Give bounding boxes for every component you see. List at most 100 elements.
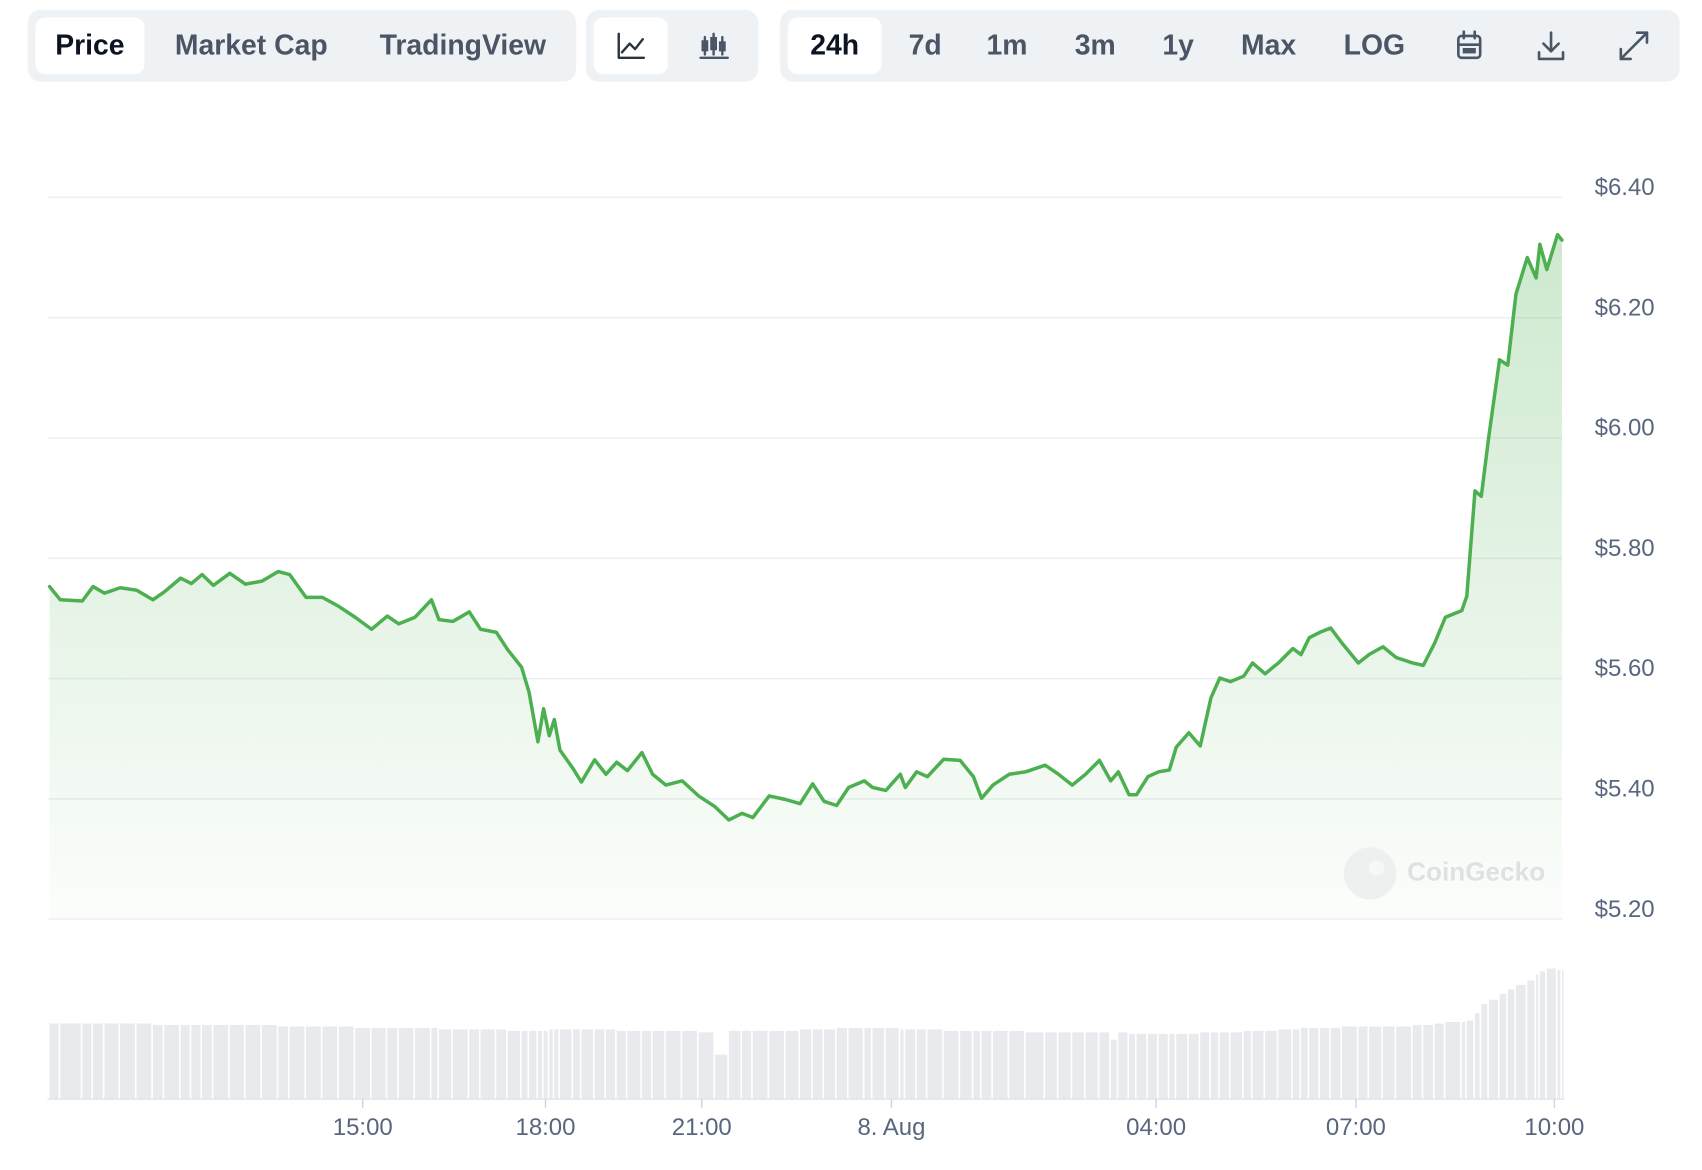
- volume-bar: [905, 1029, 916, 1100]
- volume-bar: [1369, 1026, 1382, 1100]
- fullscreen-icon[interactable]: [1619, 31, 1649, 61]
- active-range: [787, 17, 882, 75]
- volume-bar: [1219, 1032, 1229, 1100]
- volume-bar: [152, 1024, 163, 1100]
- volume-bar: [1292, 1029, 1300, 1100]
- volume-bar: [1158, 1033, 1168, 1100]
- volume-bar: [355, 1027, 370, 1100]
- volume-bar: [104, 1023, 119, 1100]
- volume-bar: [1557, 970, 1561, 1100]
- volume-bar: [785, 1030, 799, 1100]
- tab-button[interactable]: Price: [55, 29, 124, 61]
- volume-bar: [1536, 974, 1539, 1100]
- volume-bar: [1210, 1032, 1219, 1100]
- volume-bar: [1058, 1032, 1071, 1100]
- volume-bar: [191, 1024, 201, 1100]
- range-button[interactable]: 1m: [986, 29, 1027, 61]
- volume-bar: [306, 1026, 321, 1100]
- volume-bar: [261, 1024, 277, 1100]
- volume-bar: [93, 1023, 103, 1100]
- volume-bar: [1546, 968, 1556, 1100]
- volume-bar: [549, 1029, 553, 1100]
- volume-bar: [1188, 1033, 1199, 1100]
- volume-bar: [1252, 1030, 1264, 1100]
- tab-button[interactable]: TradingView: [380, 29, 547, 61]
- volume-bar: [507, 1030, 520, 1100]
- volume-bar: [927, 1029, 943, 1100]
- volume-bar: [213, 1024, 229, 1100]
- x-tick-label: 04:00: [1126, 1114, 1186, 1141]
- volume-bar: [229, 1024, 244, 1100]
- volume-bar: [605, 1029, 616, 1100]
- volume-bar: [1434, 1023, 1444, 1100]
- volume-bar: [521, 1030, 528, 1100]
- y-tick-label: $6.40: [1595, 174, 1655, 201]
- range-button[interactable]: Max: [1241, 29, 1296, 61]
- volume-bar: [812, 1029, 823, 1100]
- volume-bar: [1085, 1032, 1098, 1100]
- range-button[interactable]: 1y: [1162, 29, 1194, 61]
- volume-bar: [1561, 970, 1564, 1100]
- x-tick-label: 21:00: [672, 1114, 732, 1141]
- volume-bar: [1461, 1022, 1466, 1100]
- volume-bar: [1045, 1032, 1057, 1100]
- volume-bar: [1466, 1020, 1474, 1100]
- download-icon[interactable]: [1537, 31, 1565, 61]
- range-button[interactable]: LOG: [1344, 29, 1405, 61]
- candle-chart-icon[interactable]: [699, 32, 729, 59]
- y-tick-label: $5.80: [1595, 535, 1655, 562]
- volume-bar: [49, 1023, 59, 1100]
- volume-bar: [480, 1029, 495, 1100]
- watermark-text: CoinGecko: [1407, 856, 1545, 886]
- volume-bar: [278, 1026, 289, 1100]
- volume-bar: [1342, 1026, 1357, 1100]
- line-chart-icon[interactable]: [617, 32, 646, 59]
- volume-bar: [559, 1029, 572, 1100]
- volume-bar: [1118, 1032, 1128, 1100]
- volume-bar: [164, 1024, 179, 1100]
- price-line: [47, 232, 1564, 822]
- volume-bar: [715, 1054, 728, 1100]
- volume-bar: [1243, 1030, 1251, 1100]
- range-button[interactable]: 24h: [810, 29, 859, 61]
- volume-bar: [992, 1030, 1008, 1100]
- volume-bar: [529, 1030, 537, 1100]
- volume-bar: [960, 1030, 972, 1100]
- volume-bar: [742, 1030, 752, 1100]
- volume-bar: [1396, 1026, 1411, 1100]
- volume-bar: [1474, 1013, 1480, 1100]
- volume-bar: [769, 1030, 784, 1100]
- y-tick-label: $6.20: [1595, 294, 1655, 321]
- volume-bar: [1200, 1032, 1210, 1100]
- range-button[interactable]: 3m: [1075, 29, 1116, 61]
- volume-bar: [1278, 1029, 1292, 1100]
- volume-bar: [1025, 1032, 1044, 1100]
- volume-bar: [1515, 984, 1526, 1100]
- volume-bar: [543, 1030, 548, 1100]
- volume-bar: [469, 1029, 479, 1100]
- volume-bar: [641, 1030, 651, 1100]
- volume-bar: [682, 1030, 697, 1100]
- plot-area: $5.20 $5.40 $5.60 $5.80 $6.00 $6.20 $6.40 15:00…: [47, 174, 1655, 1141]
- volume-bar: [665, 1030, 681, 1100]
- watermark: CoinGecko: [1343, 847, 1545, 900]
- volume-bar: [594, 1029, 605, 1100]
- volume-bar: [1382, 1026, 1395, 1100]
- volume-bar: [82, 1023, 92, 1100]
- tab-button[interactable]: Market Cap: [175, 29, 328, 61]
- range-button[interactable]: 7d: [909, 29, 942, 61]
- volume-bar: [752, 1030, 768, 1100]
- volume-bar: [872, 1027, 885, 1100]
- volume-bar: [864, 1027, 871, 1100]
- volume-bar: [1176, 1033, 1188, 1100]
- volume-bar: [338, 1026, 354, 1100]
- volume-bar: [136, 1023, 152, 1100]
- calendar-icon[interactable]: [1457, 30, 1482, 60]
- volume-bar: [981, 1030, 992, 1100]
- volume-bar: [836, 1027, 847, 1100]
- volume-bar: [1445, 1022, 1461, 1100]
- x-tick-label: 18:00: [515, 1114, 575, 1141]
- y-tick-label: $5.40: [1595, 776, 1655, 803]
- x-tick-label: 07:00: [1326, 1114, 1386, 1141]
